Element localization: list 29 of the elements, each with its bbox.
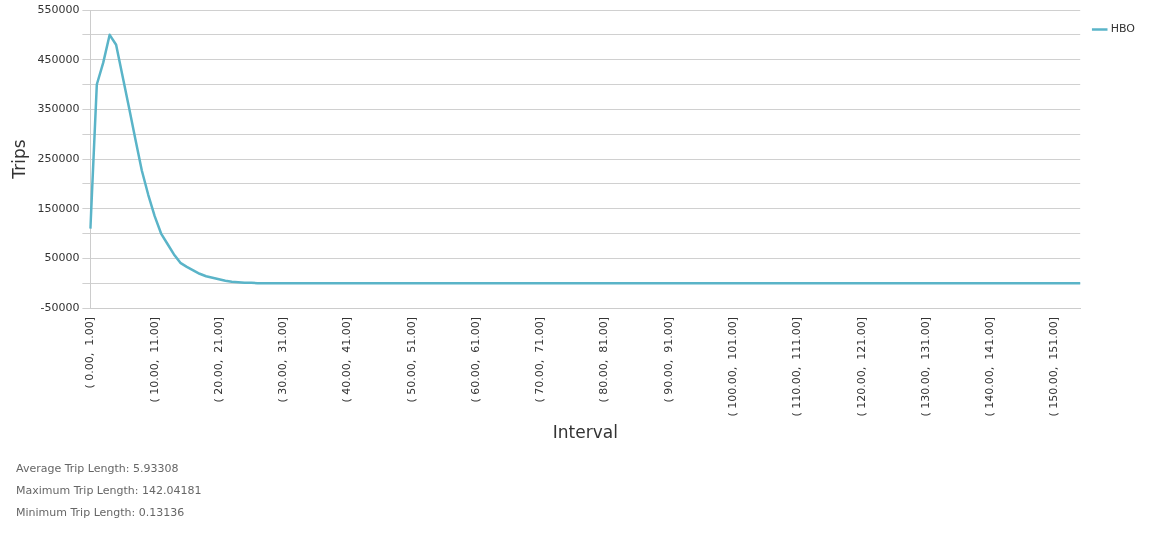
x-tick-label: ( 140.00, 141.00] bbox=[983, 317, 997, 417]
x-tick-label: ( 50.00, 51.00] bbox=[404, 317, 418, 403]
y-tick-label: 250000 bbox=[37, 151, 80, 165]
y-tick-label: -50000 bbox=[40, 300, 80, 314]
text: Maximum Trip Length: 142.04181 bbox=[16, 483, 202, 499]
x-tick-label: ( 130.00, 131.00] bbox=[918, 317, 932, 417]
text: Average Trip Length: 5.93308 bbox=[16, 461, 180, 477]
x-tick-label: ( 40.00, 41.00] bbox=[340, 317, 354, 403]
x-tick-label: ( 70.00, 71.00] bbox=[533, 317, 547, 403]
x-tick-label: ( 80.00, 81.00] bbox=[597, 317, 611, 403]
x-axis-title: Interval bbox=[552, 422, 618, 443]
y-tick-label: 550000 bbox=[37, 2, 80, 16]
x-tick-label: ( 0.00, 1.00] bbox=[83, 317, 97, 389]
x-tick-label: ( 30.00, 31.00] bbox=[276, 317, 290, 403]
text: Minimum Trip Length: 0.13136 bbox=[16, 505, 186, 521]
x-tick-label: ( 120.00, 121.00] bbox=[854, 317, 868, 417]
x-tick-label: ( 10.00, 11.00] bbox=[147, 317, 161, 403]
y-tick-label: 450000 bbox=[37, 52, 80, 66]
x-tick-label: ( 60.00, 61.00] bbox=[468, 317, 482, 403]
y-tick-label: 350000 bbox=[37, 102, 80, 116]
x-tick-label: ( 90.00, 91.00] bbox=[661, 317, 675, 403]
x-tick-label: ( 110.00, 111.00] bbox=[790, 317, 804, 417]
x-tick-label: ( 150.00, 151.00] bbox=[1047, 317, 1061, 417]
legend-label: HBO bbox=[1110, 22, 1136, 36]
y-tick-label: 50000 bbox=[44, 251, 80, 265]
x-tick-label: ( 20.00, 21.00] bbox=[211, 317, 225, 403]
x-tick-label: ( 100.00, 101.00] bbox=[725, 317, 739, 417]
y-tick-label: 150000 bbox=[37, 201, 80, 215]
y-axis-title: Trips bbox=[8, 139, 29, 180]
